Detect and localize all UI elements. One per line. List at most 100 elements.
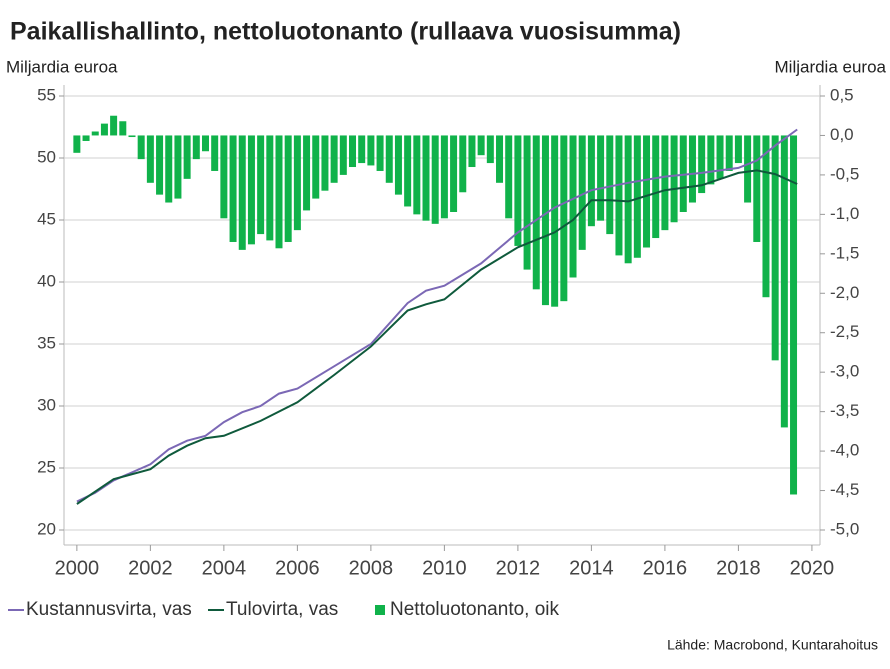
bar <box>183 135 191 179</box>
bar <box>284 135 292 242</box>
bar <box>110 115 118 136</box>
bar <box>496 135 504 183</box>
bar <box>321 135 329 191</box>
x-tick-label: 2004 <box>202 557 247 579</box>
bar <box>514 135 522 246</box>
bar <box>266 135 274 241</box>
bar <box>238 135 246 250</box>
x-tick-label: 2012 <box>496 557 541 579</box>
bar <box>569 135 577 278</box>
bar <box>606 135 614 235</box>
bar <box>734 135 742 164</box>
bar <box>468 135 476 168</box>
bar <box>156 135 164 195</box>
y2-axis-label: Miljardia euroa <box>775 57 887 76</box>
bar <box>661 135 669 231</box>
bar <box>385 135 393 183</box>
y2-tick-label: -3,5 <box>830 401 859 420</box>
x-tick-label: 2020 <box>790 557 835 579</box>
bar <box>679 135 687 212</box>
bar <box>771 135 779 361</box>
x-tick-label: 2002 <box>128 557 173 579</box>
bar <box>257 135 265 235</box>
bar <box>477 135 485 156</box>
y2-tick-label: -1,0 <box>830 204 859 223</box>
bar <box>725 135 733 171</box>
bar <box>624 135 632 264</box>
bar <box>707 135 715 185</box>
bar <box>670 135 678 223</box>
bar <box>330 135 338 183</box>
line <box>76 128 798 503</box>
bar <box>174 135 182 199</box>
bar <box>652 135 660 239</box>
x-tick-label: 2014 <box>569 557 614 579</box>
legend-label: Tulovirta, vas <box>226 599 338 620</box>
bar <box>100 123 108 136</box>
bar <box>753 135 761 242</box>
bar <box>431 135 439 224</box>
x-tick-label: 2010 <box>422 557 467 579</box>
bar <box>293 135 301 231</box>
y-tick-label: 50 <box>37 147 56 166</box>
y-tick-label: 30 <box>37 395 56 414</box>
y-tick-label: 35 <box>37 333 56 352</box>
y-tick-label: 40 <box>37 271 56 290</box>
bar <box>505 135 513 219</box>
bar <box>413 135 421 215</box>
y2-tick-label: -2,5 <box>830 322 859 341</box>
y2-tick-label: -4,5 <box>830 480 859 499</box>
bar <box>275 135 283 249</box>
bar <box>459 135 467 193</box>
bar <box>339 135 347 175</box>
bar <box>312 135 320 199</box>
bar <box>486 135 494 164</box>
bar <box>762 135 770 298</box>
y2-tick-label: 0,0 <box>830 125 854 144</box>
x-tick-label: 2008 <box>349 557 394 579</box>
bar <box>73 135 81 153</box>
bar <box>349 135 357 168</box>
bar <box>220 135 228 219</box>
legend-label: Nettoluotonanto, oik <box>390 599 560 620</box>
bar <box>716 135 724 179</box>
y2-tick-label: -2,0 <box>830 283 859 302</box>
bar <box>82 135 90 141</box>
bar <box>523 135 531 270</box>
bar <box>578 135 586 250</box>
bar <box>780 135 788 428</box>
bar <box>450 135 458 212</box>
bar <box>744 135 752 203</box>
bar <box>394 135 402 195</box>
y2-tick-label: 0,5 <box>830 85 854 104</box>
bar <box>119 121 127 136</box>
bar <box>587 135 595 227</box>
bar <box>541 135 549 306</box>
y2-tick-label: -5,0 <box>830 519 859 538</box>
bar <box>247 135 255 245</box>
bar <box>422 135 430 221</box>
y-axis-label: Miljardia euroa <box>6 57 118 76</box>
bar <box>633 135 641 258</box>
line <box>76 169 798 505</box>
y-tick-label: 20 <box>37 519 56 538</box>
legend-swatch <box>375 605 385 615</box>
bar <box>128 135 136 138</box>
y-tick-label: 55 <box>37 85 56 104</box>
bar <box>376 135 384 171</box>
bar <box>643 135 651 248</box>
bar <box>698 135 706 194</box>
bar <box>404 135 412 207</box>
x-tick-label: 2016 <box>643 557 688 579</box>
x-tick-label: 2000 <box>55 557 100 579</box>
y-tick-label: 25 <box>37 457 56 476</box>
y2-tick-label: -1,5 <box>830 243 859 262</box>
bar <box>790 135 798 495</box>
y2-tick-label: -4,0 <box>830 441 859 460</box>
bar <box>597 135 605 221</box>
bar <box>146 135 154 183</box>
bar <box>440 135 448 219</box>
y-tick-label: 45 <box>37 209 56 228</box>
bar <box>229 135 237 242</box>
